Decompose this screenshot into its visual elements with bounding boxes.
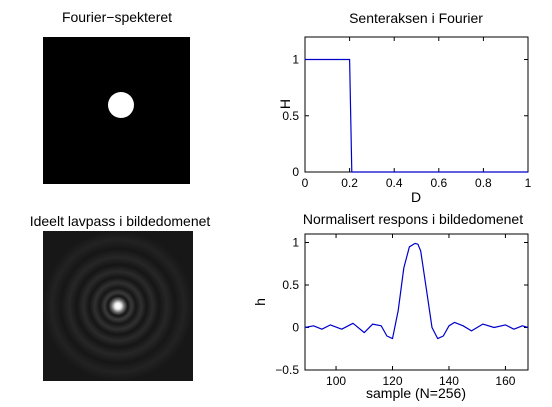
spectrum-title: Fourier−spekteret bbox=[62, 9, 172, 25]
y-tick-label: 0.5 bbox=[282, 278, 299, 292]
axes-box bbox=[304, 233, 529, 371]
spatial-rings bbox=[43, 231, 193, 381]
spectrum-disk bbox=[108, 92, 134, 118]
y-axis-label: h bbox=[252, 298, 268, 306]
chart-title: Senteraksen i Fourier bbox=[349, 10, 483, 26]
x-tick-label: 100 bbox=[326, 374, 346, 388]
x-tick-label: 0 bbox=[302, 176, 309, 190]
y-axis-label: H bbox=[277, 99, 293, 109]
y-tick-label: 0 bbox=[292, 321, 299, 335]
x-axis-label: sample (N=256) bbox=[366, 385, 466, 401]
x-tick-label: 1 bbox=[525, 176, 532, 190]
x-tick-label: 0.8 bbox=[475, 176, 492, 190]
x-tick-label: 0.2 bbox=[341, 176, 358, 190]
x-tick-label: 160 bbox=[495, 374, 515, 388]
y-tick-label: 0.5 bbox=[282, 109, 299, 123]
y-tick-label: −0.5 bbox=[275, 363, 299, 377]
series-line bbox=[305, 58, 528, 173]
x-tick-label: 0.4 bbox=[386, 176, 403, 190]
chart-center-axis: Senteraksen i Fourier 0 0.2 0.4 0.6 0.8 1 0 0.5… bbox=[277, 10, 532, 205]
chart-title: Normalisert respons i bildedomenet bbox=[303, 211, 523, 227]
x-tick-label: 120 bbox=[382, 374, 402, 388]
x-axis-label: D bbox=[411, 189, 421, 205]
series-line bbox=[304, 242, 529, 340]
chart-normalized-response: Normalisert respons i bildedomenet 100 12… bbox=[252, 211, 529, 401]
y-tick-label: 0 bbox=[292, 165, 299, 179]
x-tick-label: 0.6 bbox=[430, 176, 447, 190]
spatial-title: Ideelt lavpass i bildedomenet bbox=[30, 213, 211, 229]
axes-box bbox=[304, 36, 529, 173]
y-tick-label: 1 bbox=[292, 236, 299, 250]
x-tick-label: 140 bbox=[439, 374, 459, 388]
y-tick-label: 1 bbox=[292, 53, 299, 67]
